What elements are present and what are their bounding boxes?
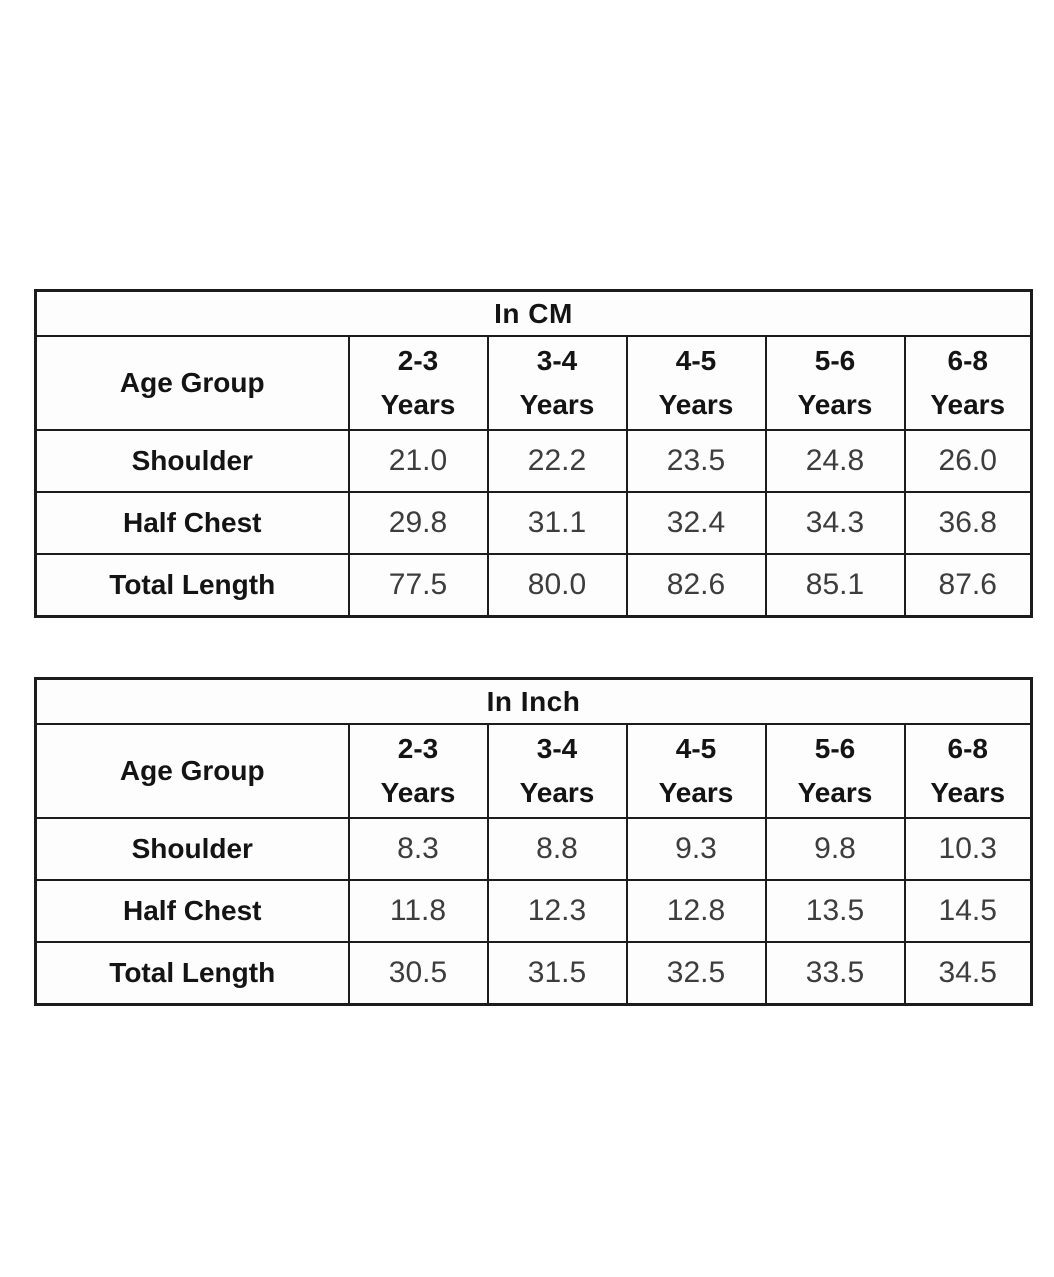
cell-value: 12.8	[625, 879, 767, 943]
cell-value: 31.1	[486, 491, 628, 555]
cell-value: 10.3	[903, 817, 1033, 881]
cell-value: 77.5	[347, 553, 489, 618]
col-header-range: 3-4	[536, 733, 578, 764]
col-header-range: 6-8	[947, 733, 988, 764]
cell-value: 23.5	[625, 429, 767, 493]
col-header-range: 6-8	[947, 345, 988, 376]
col-header-unit: Years	[797, 389, 873, 420]
row-label-shoulder: Shoulder	[34, 429, 350, 493]
cell-value: 33.5	[764, 941, 906, 1006]
cell-value: 80.0	[486, 553, 628, 618]
row-label-total-length: Total Length	[34, 941, 350, 1006]
table-row-total-length: Total Length 30.5 31.5 32.5 33.5 34.5	[34, 941, 1033, 1006]
cell-value: 36.8	[903, 491, 1033, 555]
cell-value: 26.0	[903, 429, 1033, 493]
cell-value: 30.5	[347, 941, 489, 1006]
col-header-unit: Years	[380, 389, 456, 420]
age-group-header: Age Group	[34, 723, 350, 819]
row-label-half-chest: Half Chest	[34, 491, 350, 555]
col-header-6-8-years: 6-8 Years	[903, 723, 1033, 819]
row-label-shoulder: Shoulder	[34, 817, 350, 881]
table-title-inch: In Inch	[34, 677, 1033, 725]
col-header-range: 3-4	[536, 345, 578, 376]
table-row-half-chest: Half Chest 11.8 12.3 12.8 13.5 14.5	[34, 879, 1033, 943]
table-row-half-chest: Half Chest 29.8 31.1 32.4 34.3 36.8	[34, 491, 1033, 555]
cell-value: 11.8	[347, 879, 489, 943]
col-header-4-5-years: 4-5 Years	[625, 335, 767, 431]
col-header-4-5-years: 4-5 Years	[625, 723, 767, 819]
col-header-unit: Years	[380, 777, 456, 808]
cell-value: 24.8	[764, 429, 906, 493]
col-header-6-8-years: 6-8 Years	[903, 335, 1033, 431]
row-label-total-length: Total Length	[34, 553, 350, 618]
cell-value: 22.2	[486, 429, 628, 493]
col-header-range: 2-3	[397, 733, 439, 764]
table-row-shoulder: Shoulder 8.3 8.8 9.3 9.8 10.3	[34, 817, 1033, 881]
table-header-row: Age Group 2-3 Years 3-4 Years 4-5 Years …	[34, 723, 1033, 819]
cell-value: 34.5	[903, 941, 1033, 1006]
col-header-3-4-years: 3-4 Years	[486, 335, 628, 431]
size-table-inch: In Inch Age Group 2-3 Years 3-4 Years 4-…	[34, 677, 1033, 1006]
col-header-2-3-years: 2-3 Years	[347, 723, 489, 819]
col-header-unit: Years	[658, 389, 734, 420]
table-title-cm: In CM	[34, 289, 1033, 337]
cell-value: 9.3	[625, 817, 767, 881]
row-label-half-chest: Half Chest	[34, 879, 350, 943]
cell-value: 21.0	[347, 429, 489, 493]
col-header-2-3-years: 2-3 Years	[347, 335, 489, 431]
cell-value: 34.3	[764, 491, 906, 555]
cell-value: 82.6	[625, 553, 767, 618]
cell-value: 32.4	[625, 491, 767, 555]
col-header-range: 4-5	[675, 733, 717, 764]
cell-value: 87.6	[903, 553, 1033, 618]
cell-value: 32.5	[625, 941, 767, 1006]
cell-value: 8.3	[347, 817, 489, 881]
cell-value: 31.5	[486, 941, 628, 1006]
col-header-unit: Years	[797, 777, 873, 808]
col-header-5-6-years: 5-6 Years	[764, 723, 906, 819]
col-header-range: 5-6	[814, 345, 856, 376]
cell-value: 8.8	[486, 817, 628, 881]
col-header-range: 4-5	[675, 345, 717, 376]
col-header-range: 2-3	[397, 345, 439, 376]
age-group-header: Age Group	[34, 335, 350, 431]
cell-value: 14.5	[903, 879, 1033, 943]
cell-value: 85.1	[764, 553, 906, 618]
col-header-unit: Years	[930, 389, 1006, 420]
cell-value: 9.8	[764, 817, 906, 881]
cell-value: 12.3	[486, 879, 628, 943]
col-header-unit: Years	[930, 777, 1006, 808]
table-title-row: In Inch	[34, 677, 1033, 725]
size-table-cm: In CM Age Group 2-3 Years 3-4 Years 4-5 …	[34, 289, 1033, 618]
col-header-5-6-years: 5-6 Years	[764, 335, 906, 431]
col-header-unit: Years	[519, 777, 595, 808]
table-header-row: Age Group 2-3 Years 3-4 Years 4-5 Years …	[34, 335, 1033, 431]
table-row-shoulder: Shoulder 21.0 22.2 23.5 24.8 26.0	[34, 429, 1033, 493]
col-header-unit: Years	[519, 389, 595, 420]
col-header-3-4-years: 3-4 Years	[486, 723, 628, 819]
col-header-range: 5-6	[814, 733, 856, 764]
col-header-unit: Years	[658, 777, 734, 808]
cell-value: 29.8	[347, 491, 489, 555]
table-row-total-length: Total Length 77.5 80.0 82.6 85.1 87.6	[34, 553, 1033, 618]
cell-value: 13.5	[764, 879, 906, 943]
table-title-row: In CM	[34, 289, 1033, 337]
